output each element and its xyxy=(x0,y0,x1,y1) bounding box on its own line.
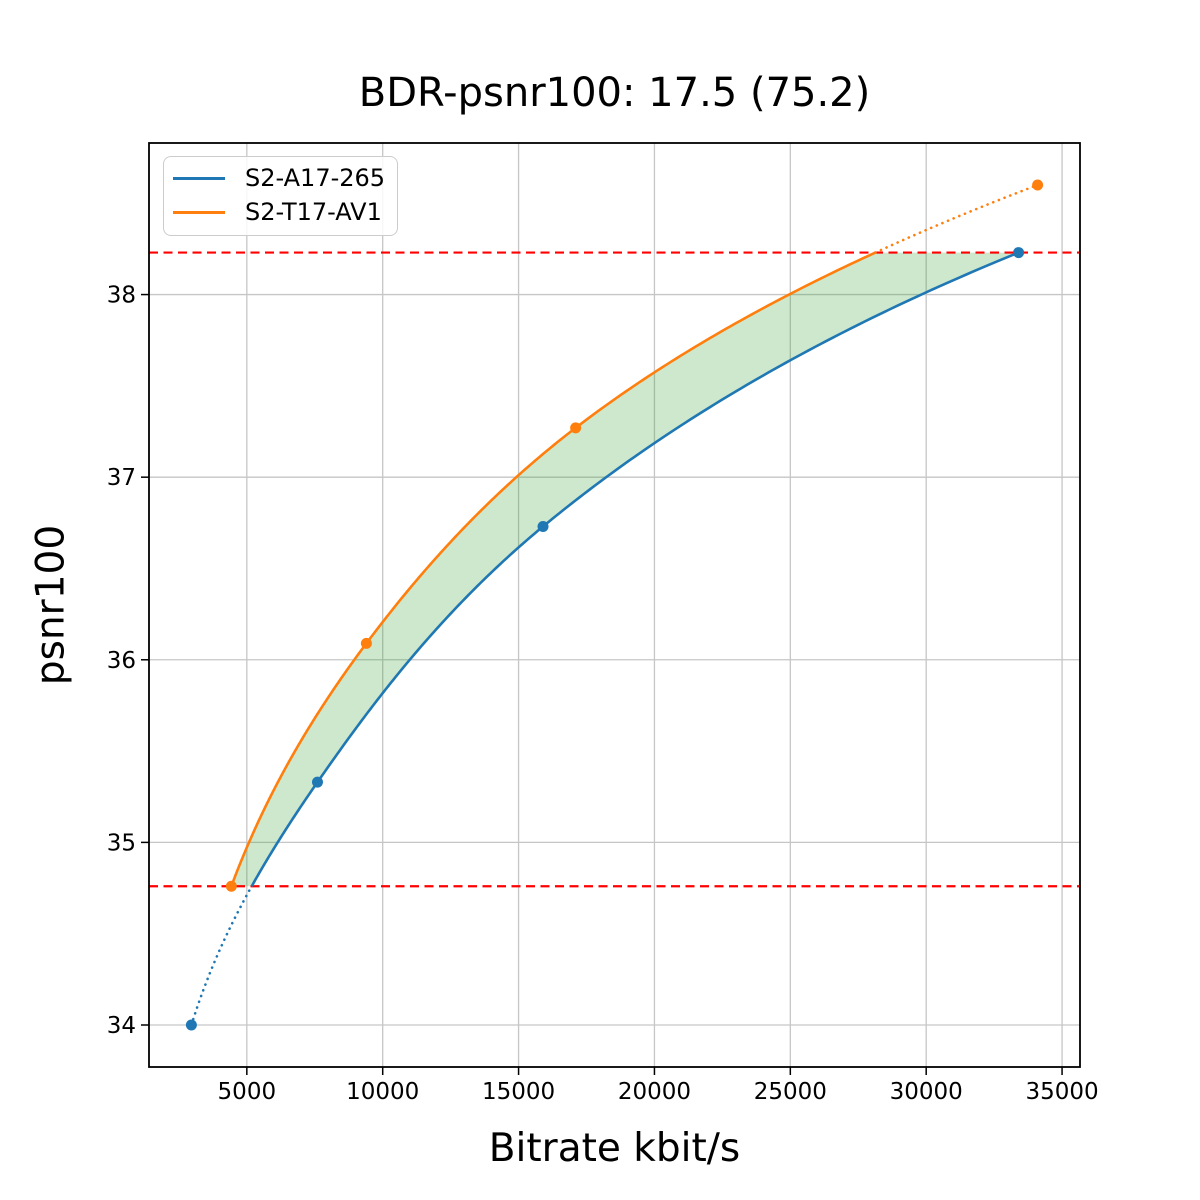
legend-label: S2-A17-265 xyxy=(245,164,386,192)
y-tick-label: 36 xyxy=(107,648,136,674)
data-point-marker xyxy=(1032,179,1044,191)
series-s2-a17-265-curve xyxy=(250,251,1020,887)
data-point-marker xyxy=(185,1019,197,1031)
legend-line-icon xyxy=(173,176,225,180)
legend-item-s2-t17-av1: S2-T17-AV1 xyxy=(164,195,397,229)
legend: S2-A17-265 S2-T17-AV1 xyxy=(163,156,398,236)
legend-item-s2-a17-265: S2-A17-265 xyxy=(164,161,397,195)
x-tick-label: 35000 xyxy=(1025,1079,1098,1105)
legend-label: S2-T17-AV1 xyxy=(245,198,382,226)
x-tick-label: 5000 xyxy=(218,1079,277,1105)
x-axis-label: Bitrate kbit/s xyxy=(488,1126,741,1171)
legend-line-icon xyxy=(173,210,225,214)
x-tick-label: 30000 xyxy=(890,1079,963,1105)
data-point-marker xyxy=(360,637,372,649)
x-tick-label: 10000 xyxy=(346,1079,419,1105)
x-tick-label: 25000 xyxy=(754,1079,827,1105)
chart-title: BDR-psnr100: 17.5 (75.2) xyxy=(358,70,871,116)
data-point-marker xyxy=(225,880,237,892)
bd-overlap-fill xyxy=(231,252,1019,887)
y-tick-label: 37 xyxy=(107,465,136,491)
data-point-marker xyxy=(1013,247,1025,259)
data-point-marker xyxy=(537,520,549,532)
series-s2-a17-265-dotted xyxy=(190,884,254,1027)
x-tick-label: 20000 xyxy=(618,1079,691,1105)
data-point-marker xyxy=(570,422,582,434)
data-point-marker xyxy=(311,776,323,788)
x-tick-label: 15000 xyxy=(482,1079,555,1105)
axes-frame xyxy=(148,142,1081,1068)
series-s2-t17-av1-dotted xyxy=(874,183,1039,254)
series-s2-t17-av1-curve xyxy=(230,251,876,887)
y-tick-label: 38 xyxy=(107,283,136,309)
y-tick-label: 34 xyxy=(107,1013,136,1039)
y-tick-label: 35 xyxy=(107,830,136,856)
